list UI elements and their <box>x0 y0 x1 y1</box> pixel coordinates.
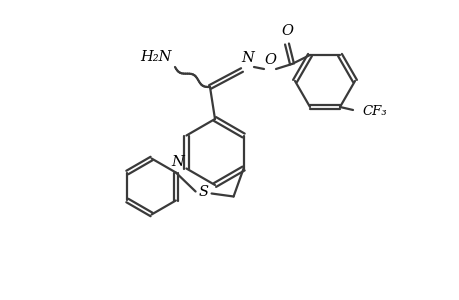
Text: N: N <box>171 154 184 169</box>
Text: S: S <box>198 184 208 199</box>
Text: H₂N: H₂N <box>140 50 172 64</box>
Text: O: O <box>263 53 275 67</box>
Text: CF₃: CF₃ <box>361 106 386 118</box>
Text: N: N <box>241 51 254 65</box>
Text: O: O <box>280 24 292 38</box>
